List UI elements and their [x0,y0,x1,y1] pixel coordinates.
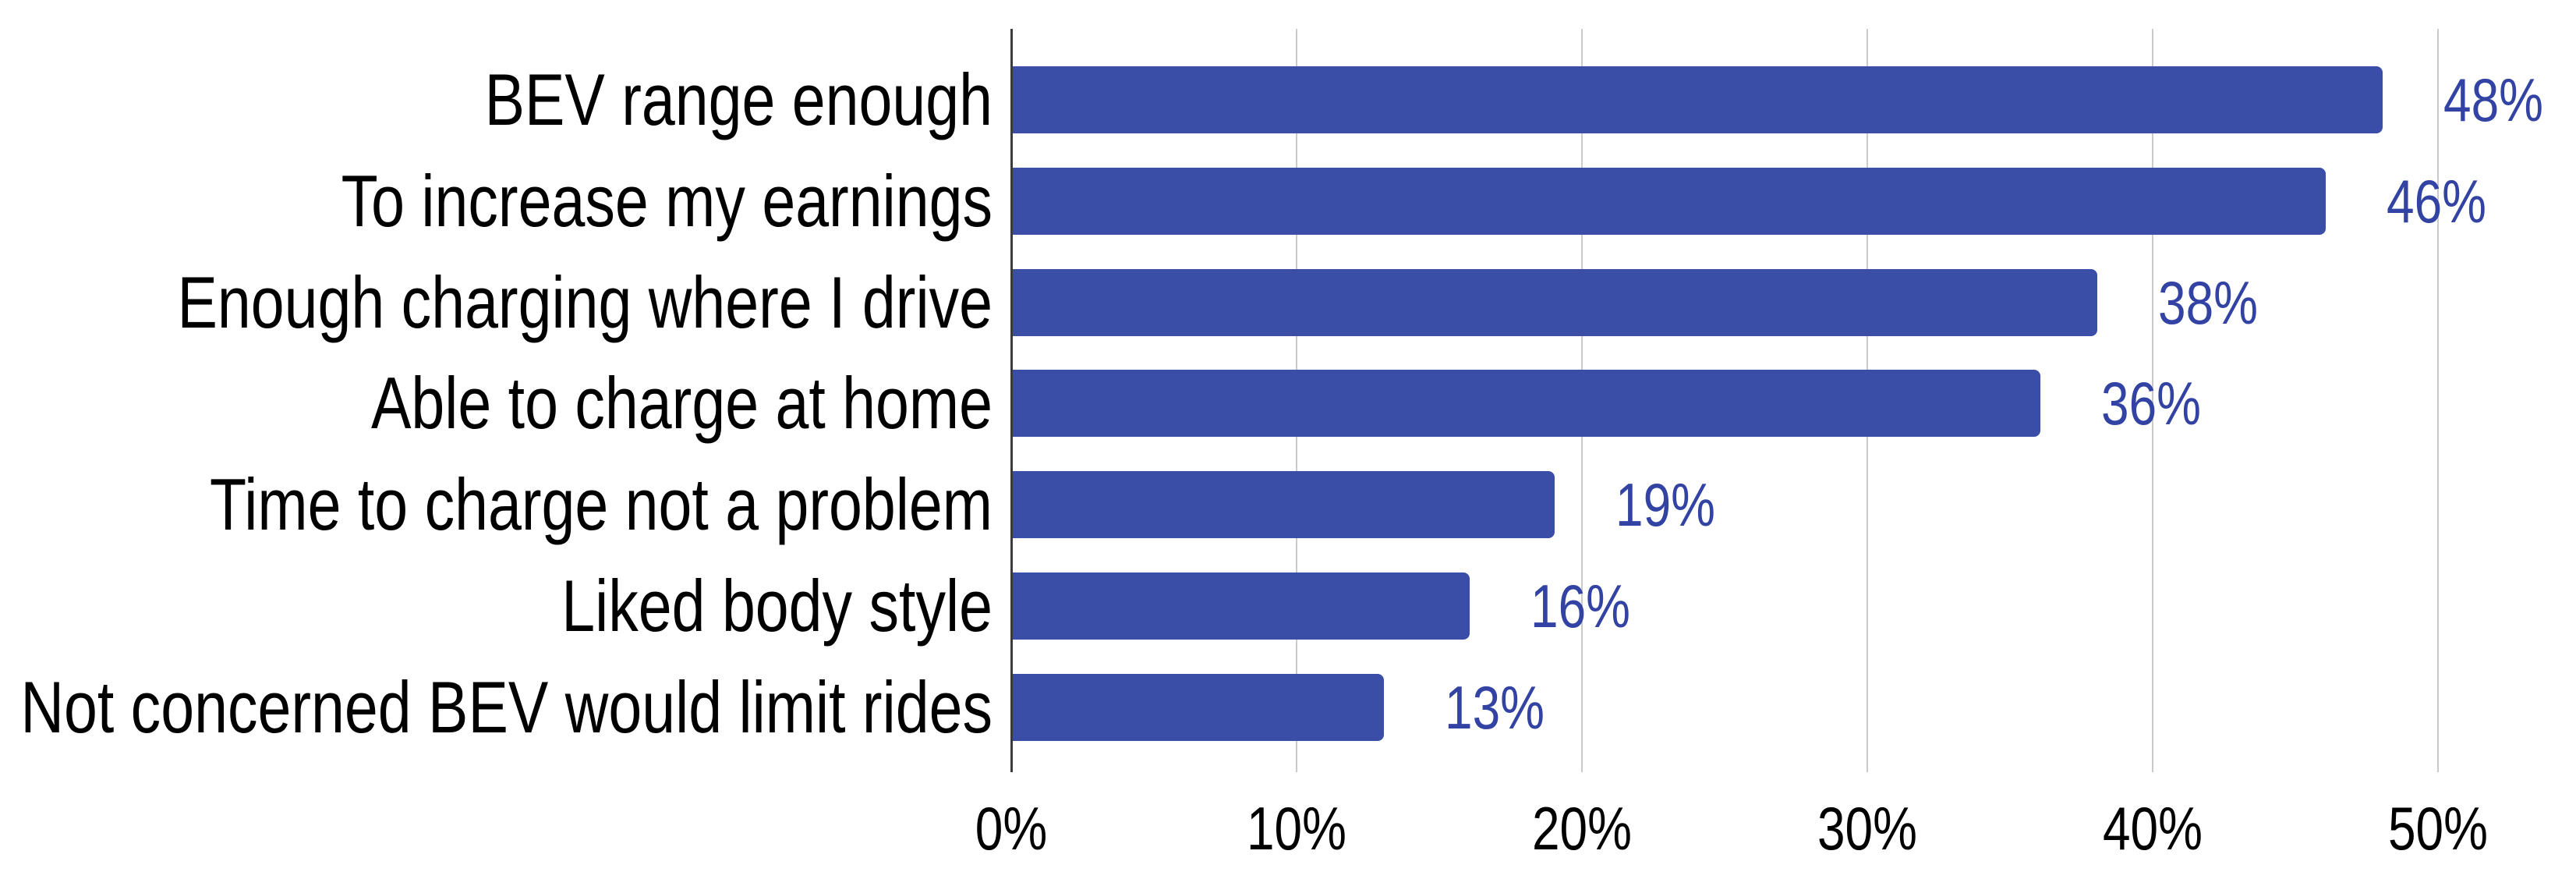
y-axis-line [1010,29,1013,772]
x-tick-label: 50% [2387,793,2489,863]
value-label: 46% [2387,166,2487,236]
gridline [2437,29,2439,772]
value-label: 19% [1615,470,1716,539]
category-label: Not concerned BEV would limit rides [20,666,993,748]
category-label: Able to charge at home [370,362,993,444]
bar [1012,168,2326,235]
x-tick-label: 40% [2102,793,2203,863]
category-label: Liked body style [561,565,993,647]
bar [1012,269,2097,336]
x-tick-label: 30% [1817,793,1918,863]
category-label: Time to charge not a problem [210,463,993,545]
value-label: 38% [2158,268,2259,337]
category-label: BEV range enough [484,58,993,140]
x-tick-label: 20% [1531,793,1633,863]
category-label: Enough charging where I drive [177,261,993,343]
category-label: To increase my earnings [341,160,993,242]
value-label: 13% [1445,672,1545,742]
x-tick-label: 10% [1246,793,1347,863]
value-label: 16% [1530,571,1631,640]
x-tick-label: 0% [975,793,1048,863]
bar [1012,370,2040,437]
gridline [2152,29,2153,772]
bar [1012,674,1384,741]
bar [1012,471,1555,538]
bar [1012,66,2383,133]
bar [1012,572,1470,640]
value-label: 48% [2443,65,2544,134]
value-label: 36% [2101,368,2202,438]
